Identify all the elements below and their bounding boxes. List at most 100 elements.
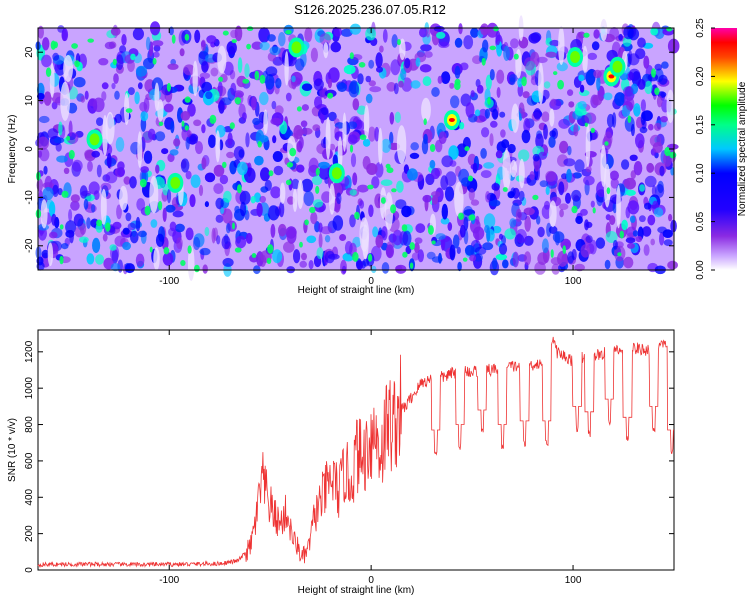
heatmap-cell (347, 134, 358, 145)
heatmap-cell (222, 208, 233, 224)
heatmap-cell (231, 39, 237, 44)
heatmap-cell (152, 40, 164, 47)
heatmap-cell (153, 247, 160, 271)
heatmap-cell (285, 92, 292, 102)
heatmap-cell (37, 136, 49, 150)
heatmap-cell (74, 60, 80, 68)
heatmap-cell (158, 200, 163, 211)
heatmap-cell (464, 146, 470, 152)
heatmap-cell (267, 244, 274, 254)
heatmap-cell (268, 170, 274, 177)
heatmap-cell (349, 23, 361, 35)
heatmap-cell (523, 207, 535, 216)
heatmap-cell (86, 253, 95, 265)
heatmap-cell (349, 189, 357, 196)
heatmap-cell (43, 91, 52, 106)
heatmap-cell (407, 168, 418, 181)
heatmap-cell (259, 195, 267, 203)
heatmap-cell (84, 149, 95, 159)
heatmap-cell (524, 57, 535, 71)
heatmap-cell (378, 127, 383, 165)
heatmap-cell (640, 99, 647, 112)
heatmap-cell (242, 112, 247, 121)
heatmap-cell (515, 229, 527, 244)
snr-x-axis-label: Height of straight line (km) (298, 585, 415, 596)
heatmap-cell (58, 121, 63, 136)
heatmap-cell (424, 51, 433, 58)
heatmap-cell (71, 43, 78, 49)
heatmap-cell (669, 151, 677, 159)
heatmap-cell (354, 211, 360, 220)
heatmap-cell (551, 128, 558, 140)
heatmap-cell (368, 59, 375, 69)
heatmap-cell (239, 190, 251, 205)
heatmap-cell (170, 120, 175, 134)
heatmap-cell (427, 225, 434, 235)
heatmap-cell (538, 151, 547, 160)
heatmap-cell (489, 199, 501, 207)
heatmap-cell (591, 41, 600, 51)
heatmap-cell (431, 195, 439, 205)
heatmap-cell (313, 78, 324, 91)
heatmap-cell (552, 231, 565, 244)
heatmap-cell (272, 135, 277, 144)
heatmap-cell (532, 153, 540, 162)
heatmap-cell (119, 45, 127, 54)
colorbar-tick-label: 0.05 (695, 211, 706, 231)
heatmap-cell (543, 81, 551, 89)
heatmap-cell (415, 57, 421, 67)
heatmap-cell (574, 159, 585, 173)
heatmap-cell (587, 52, 598, 61)
heatmap-cell (330, 41, 342, 53)
heatmap-cell (630, 123, 635, 137)
heatmap-cell (649, 134, 662, 147)
heatmap-cell (172, 210, 184, 218)
heatmap-cell (201, 61, 209, 73)
heatmap-cell (71, 159, 83, 172)
heatmap-cell (426, 251, 436, 260)
heatmap-cell (96, 117, 104, 126)
heatmap-cell (180, 111, 191, 121)
colorbar-ticks: 0.00 0.05 0.10 0.15 0.20 0.25 (695, 18, 715, 280)
heatmap-cell (348, 81, 360, 98)
heatmap-cell (487, 96, 491, 105)
heatmap-cell (503, 45, 510, 62)
heatmap-cell (199, 72, 211, 79)
heatmap-cell (559, 140, 569, 154)
heatmap-cell (556, 62, 568, 72)
heatmap-cell (482, 39, 489, 53)
heatmap-cell (222, 30, 229, 36)
heatmap-cell (73, 77, 86, 88)
heatmap-cell (409, 242, 416, 250)
heatmap-cell (558, 181, 565, 196)
heatmap-cell (511, 103, 520, 133)
heatmap-cell (114, 113, 122, 124)
heatmap-cell (609, 170, 620, 181)
heatmap-cell (481, 127, 490, 138)
snr-y-axis-label: SNR (10 * v/v) (7, 418, 18, 482)
heatmap-cell (134, 91, 140, 105)
heatmap-cell (50, 40, 56, 50)
heatmap-cell (130, 53, 136, 61)
heatmap-cell (617, 252, 622, 257)
hotspot-peak (448, 117, 455, 122)
heatmap-cell (661, 61, 669, 69)
y-tick-label: 400 (24, 488, 35, 505)
heatmap-cell (397, 39, 401, 46)
heatmap-cell (318, 233, 323, 249)
heatmap-cell (318, 222, 323, 233)
heatmap-cell (230, 82, 237, 96)
heatmap-cell (470, 27, 479, 38)
heatmap-cell (458, 23, 463, 35)
heatmap-cell (480, 23, 489, 36)
heatmap-cell (297, 179, 304, 209)
heatmap-cell (456, 246, 461, 254)
heatmap-cell (295, 58, 305, 71)
heatmap-cell (70, 194, 80, 203)
heatmap-cell (59, 255, 64, 265)
heatmap-cell (391, 34, 398, 48)
heatmap-cell (123, 176, 131, 185)
heatmap-cell (481, 57, 486, 66)
heatmap-cell (394, 111, 401, 124)
heatmap-cell (662, 229, 673, 239)
